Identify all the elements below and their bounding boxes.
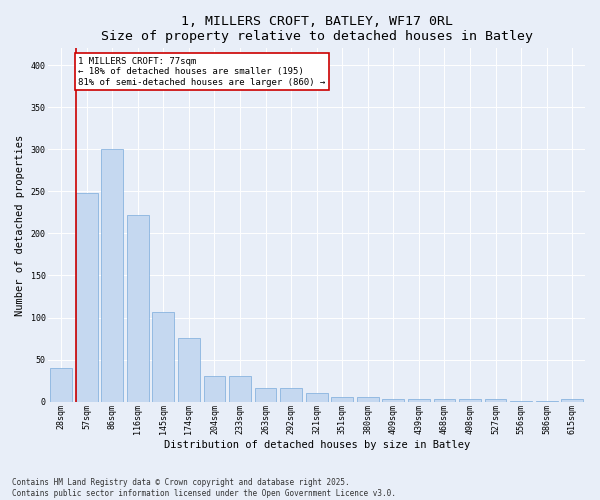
Bar	[510, 401, 532, 402]
Bar	[434, 399, 455, 402]
Bar	[408, 399, 430, 402]
Bar	[203, 376, 226, 402]
Bar	[306, 394, 328, 402]
Text: 1 MILLERS CROFT: 77sqm
← 18% of detached houses are smaller (195)
81% of semi-de: 1 MILLERS CROFT: 77sqm ← 18% of detached…	[79, 56, 326, 86]
Title: 1, MILLERS CROFT, BATLEY, WF17 0RL
Size of property relative to detached houses : 1, MILLERS CROFT, BATLEY, WF17 0RL Size …	[101, 15, 533, 43]
Bar	[562, 399, 583, 402]
Bar	[229, 376, 251, 402]
Text: Contains HM Land Registry data © Crown copyright and database right 2025.
Contai: Contains HM Land Registry data © Crown c…	[12, 478, 396, 498]
Bar	[536, 401, 557, 402]
Bar	[101, 150, 123, 402]
Bar	[178, 338, 200, 402]
Bar	[76, 193, 98, 402]
Bar	[280, 388, 302, 402]
Bar	[459, 399, 481, 402]
Bar	[50, 368, 72, 402]
Y-axis label: Number of detached properties: Number of detached properties	[15, 134, 25, 316]
X-axis label: Distribution of detached houses by size in Batley: Distribution of detached houses by size …	[164, 440, 470, 450]
Bar	[254, 388, 277, 402]
Bar	[357, 398, 379, 402]
Bar	[382, 399, 404, 402]
Bar	[331, 398, 353, 402]
Bar	[485, 399, 506, 402]
Bar	[127, 215, 149, 402]
Bar	[152, 312, 174, 402]
